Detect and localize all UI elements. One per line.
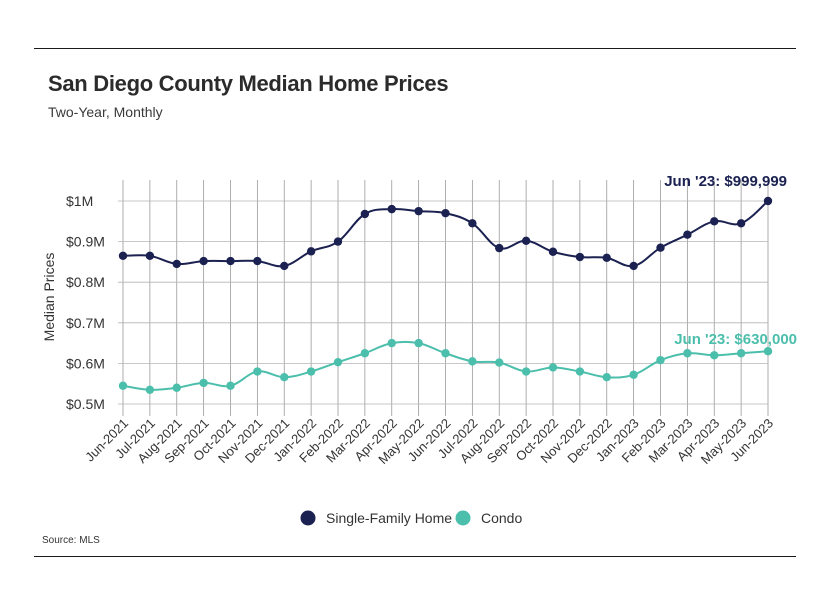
- data-point-condo: [521, 367, 531, 376]
- data-point-single-family-home: [441, 208, 450, 218]
- annotations: Jun '23: $999,999 Jun '23: $630,000: [664, 173, 797, 348]
- y-tick-label: $0.6M: [66, 355, 105, 371]
- data-point-single-family-home: [360, 209, 370, 219]
- data-point-condo: [145, 385, 155, 394]
- data-point-condo: [656, 355, 665, 365]
- legend: Single-Family Home Condo: [300, 510, 522, 526]
- y-tick-label: $0.7M: [66, 315, 105, 331]
- data-point-single-family-home: [548, 247, 558, 256]
- data-point-condo: [710, 351, 719, 360]
- top-rule: [34, 48, 796, 49]
- data-point-single-family-home: [306, 247, 316, 256]
- series-group: [118, 196, 773, 394]
- bottom-rule: [34, 556, 796, 557]
- data-point-single-family-home: [656, 243, 665, 252]
- data-point-single-family-home: [172, 259, 181, 269]
- data-point-single-family-home: [710, 217, 719, 226]
- legend-marker-condo: [455, 510, 471, 526]
- data-point-condo: [575, 367, 585, 376]
- legend-label-condo: Condo: [481, 510, 522, 526]
- data-point-single-family-home: [118, 251, 128, 261]
- data-point-single-family-home: [575, 252, 585, 262]
- data-point-condo: [763, 347, 773, 356]
- data-point-single-family-home: [280, 261, 289, 271]
- data-point-single-family-home: [602, 253, 611, 263]
- data-point-single-family-home: [736, 219, 746, 228]
- data-point-single-family-home: [253, 256, 262, 266]
- data-point-condo: [360, 349, 370, 358]
- data-point-single-family-home: [226, 256, 235, 266]
- data-point-condo: [495, 358, 504, 367]
- data-point-condo: [253, 367, 262, 376]
- data-point-condo: [333, 357, 343, 367]
- data-point-condo: [387, 338, 396, 348]
- chart-subtitle: Two-Year, Monthly: [48, 104, 163, 120]
- data-point-single-family-home: [199, 256, 208, 266]
- data-point-condo: [414, 338, 423, 348]
- data-point-single-family-home: [495, 243, 504, 253]
- data-point-condo: [118, 381, 128, 390]
- annotation-condo: Jun '23: $630,000: [674, 331, 797, 348]
- data-point-condo: [683, 349, 692, 358]
- y-axis-label: Median Prices: [41, 253, 57, 342]
- data-point-condo: [280, 373, 289, 382]
- legend-marker-single-family-home: [300, 510, 316, 526]
- data-point-condo: [468, 357, 477, 366]
- data-point-single-family-home: [145, 251, 155, 261]
- y-tick-label: $0.9M: [66, 234, 105, 250]
- y-axis-ticks: $1M $0.9M $0.8M $0.7M $0.6M $0.5M: [66, 193, 105, 412]
- data-point-condo: [736, 349, 746, 358]
- data-point-single-family-home: [683, 230, 692, 239]
- data-point-condo: [602, 373, 611, 382]
- data-point-condo: [306, 367, 316, 376]
- data-point-single-family-home: [387, 204, 396, 214]
- data-point-condo: [172, 383, 181, 392]
- data-point-single-family-home: [333, 237, 343, 246]
- data-point-condo: [441, 349, 450, 358]
- data-point-condo: [226, 381, 235, 390]
- chart-title: San Diego County Median Home Prices: [48, 71, 449, 96]
- data-point-single-family-home: [629, 261, 638, 271]
- data-point-condo: [629, 370, 638, 379]
- data-point-condo: [548, 363, 558, 372]
- data-point-single-family-home: [521, 236, 531, 245]
- annotation-single-family-home: Jun '23: $999,999: [664, 173, 787, 190]
- source-note: Source: MLS: [42, 535, 100, 546]
- y-tick-label: $0.8M: [66, 274, 105, 290]
- legend-label-single-family-home: Single-Family Home: [326, 510, 452, 526]
- y-tick-label: $0.5M: [66, 396, 105, 412]
- grid: [118, 180, 769, 416]
- y-tick-label: $1M: [66, 193, 93, 209]
- data-point-single-family-home: [414, 206, 423, 216]
- x-axis-ticks: Jun-2021Jul-2021Aug-2021Sep-2021Oct-2021…: [82, 416, 776, 467]
- data-point-single-family-home: [763, 196, 773, 206]
- data-point-single-family-home: [468, 219, 477, 228]
- data-point-condo: [199, 378, 208, 388]
